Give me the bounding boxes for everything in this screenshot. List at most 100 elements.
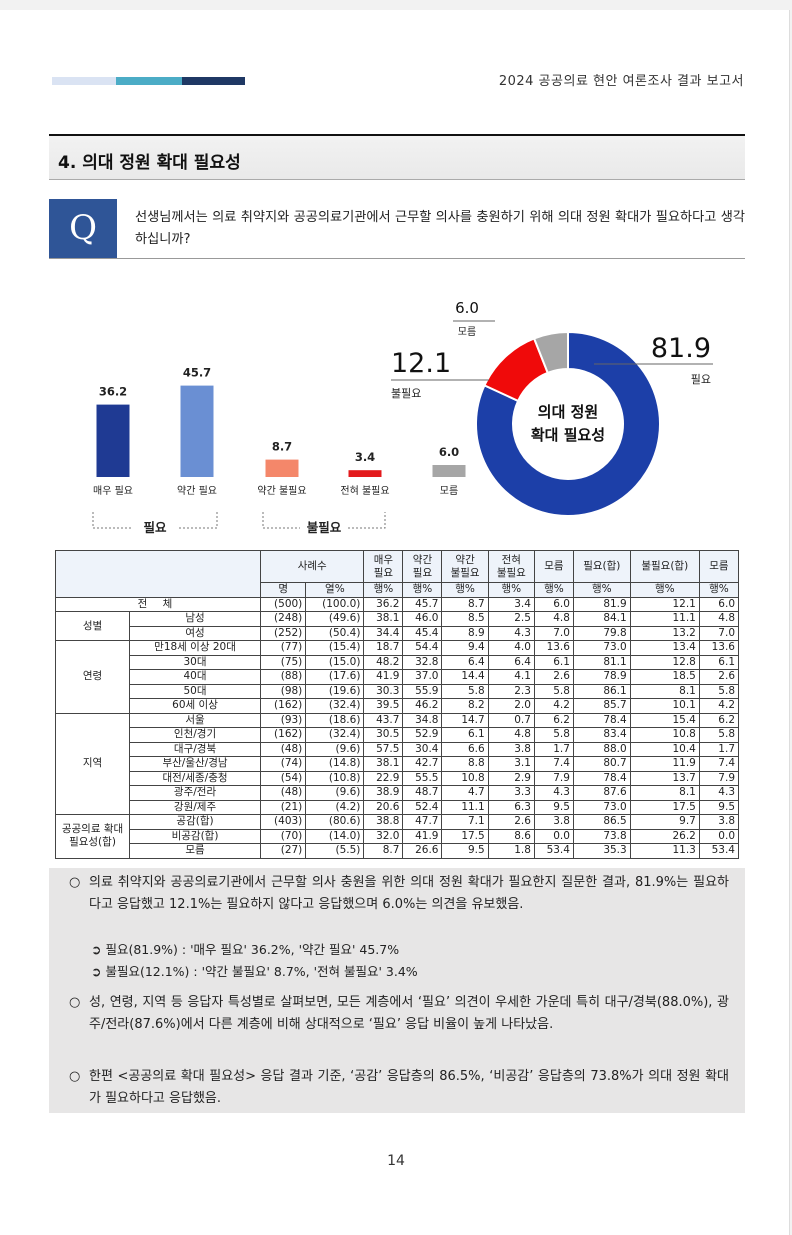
table-cell: 7.9: [533, 770, 574, 786]
table-cell: 78.4: [572, 712, 631, 728]
table-cell: 86.5: [572, 814, 631, 830]
unit-header: 행%: [363, 582, 404, 598]
table-cell: (100.0): [305, 596, 365, 612]
table-cell: 3.3: [487, 785, 535, 801]
column-header: 사례수: [260, 550, 365, 583]
table-cell: 4.7: [441, 785, 489, 801]
table-row: 강원/제주 (21) (4.2) 20.6 52.4 11.1 6.3 9.5 73.0 17.5…: [56, 799, 740, 815]
table-cell: 5.8: [698, 683, 740, 699]
row-label: 50대: [128, 683, 262, 699]
table-cell: 13.6: [698, 640, 740, 656]
table-cell: 73.8: [572, 828, 631, 844]
table-row: 부산/울산/경남 (74) (14.8) 38.1 42.7 8.8 3.1 7.4 80.7 1…: [56, 756, 740, 772]
table-cell: 88.0: [572, 741, 631, 757]
table-cell: 52.9: [402, 727, 443, 743]
table-cell: 5.8: [533, 727, 574, 743]
table-cell: 34.4: [363, 625, 404, 641]
table-cell: 46.2: [402, 698, 443, 714]
table-cell: (252): [260, 625, 307, 641]
column-header: 모름: [533, 550, 574, 583]
column-header: 전혀 불필요: [487, 550, 535, 583]
bar-2: [180, 385, 214, 477]
table-cell: 83.4: [572, 727, 631, 743]
table-cell: 7.0: [698, 625, 740, 641]
donut-slice-3: [532, 330, 569, 375]
slice-name-label: 불필요: [391, 387, 421, 400]
table-cell: (162): [260, 698, 307, 714]
column-header: 모름: [698, 550, 740, 583]
bar-1: [96, 404, 130, 477]
table-cell: 53.4: [533, 843, 574, 859]
table-cell: 46.0: [402, 611, 443, 627]
table-cell: 4.3: [487, 625, 535, 641]
table-cell: 6.4: [487, 654, 535, 670]
table-cell: 7.9: [698, 770, 740, 786]
table-cell: 15.4: [629, 712, 700, 728]
table-cell: 8.8: [441, 756, 489, 772]
table-cell: 81.9: [572, 596, 631, 612]
table-cell: 48.7: [402, 785, 443, 801]
table-cell: (50.4): [305, 625, 365, 641]
table-cell: (54): [260, 770, 307, 786]
unit-header: 열%: [305, 582, 365, 598]
table-cell: (18.6): [305, 712, 365, 728]
table-cell: 32.8: [402, 654, 443, 670]
table-cell: 0.7: [487, 712, 535, 728]
column-header: 필요(합): [572, 550, 631, 583]
column-header: 매우 필요: [363, 550, 404, 583]
table-cell: (15.4): [305, 640, 365, 656]
table-cell: 13.2: [629, 625, 700, 641]
section-heading: 4. 의대 정원 확대 필요성: [49, 134, 745, 180]
table-cell: 26.2: [629, 828, 700, 844]
question-box: Q 선생님께서는 의료 취약지와 공공의료기관에서 근무할 의사를 충원하기 위…: [49, 199, 745, 259]
table-cell: 6.1: [441, 727, 489, 743]
table-row: 연령 만18세 이상 20대 (77) (15.4) 18.7 54.4 9.4 4.0 13.…: [55, 640, 740, 714]
bar-chart: 36.2 매우 필요 45.7 약간 필요 8.7 약간 불필요 3.4 전혀 불필요 6.0 모…: [92, 366, 466, 535]
table-cell: 9.5: [441, 843, 489, 859]
note-item: ○ 의료 취약지와 공공의료기관에서 근무할 의사 충원을 위한 의대 정원 확…: [69, 872, 729, 916]
table-cell: (21): [260, 799, 307, 815]
table-cell: 4.8: [533, 611, 574, 627]
table-cell: (5.5): [305, 843, 365, 859]
table-cell: 11.9: [629, 756, 700, 772]
bar-value-label: 45.7: [183, 366, 211, 380]
row-group-label: 지역: [55, 712, 130, 815]
row-label: 40대: [128, 669, 262, 685]
row-label: 60세 이상: [128, 698, 262, 714]
table-cell: 17.5: [629, 799, 700, 815]
table-cell: 32.0: [363, 828, 404, 844]
table-cell: (48): [260, 785, 307, 801]
circle-bullet-icon: ○: [69, 995, 81, 1010]
table-row: 광주/전라 (48) (9.6) 38.9 48.7 4.7 3.3 4.3 87.6 8.1 4.…: [56, 785, 740, 801]
table-cell: 47.7: [402, 814, 443, 830]
table-cell: 2.6: [698, 669, 740, 685]
slice-name-label: 모름: [458, 326, 476, 338]
table-cell: 0.0: [533, 828, 574, 844]
table-cell: (77): [260, 640, 307, 656]
table-cell: 8.9: [441, 625, 489, 641]
donut-center-label: 의대 정원: [538, 403, 598, 421]
note-item: ○ 한편 <공공의료 확대 필요성> 응답 결과 기준, ‘공감’ 응답층의 8…: [69, 1066, 729, 1110]
row-label: 만18세 이상 20대: [128, 640, 262, 656]
table-cell: 7.4: [698, 756, 740, 772]
row-label: 강원/제주: [128, 799, 262, 815]
table-cell: 14.7: [441, 712, 489, 728]
table-cell: 4.2: [698, 698, 740, 714]
table-cell: 9.5: [698, 799, 740, 815]
row-label: 모름: [128, 843, 262, 859]
table-cell: 55.9: [402, 683, 443, 699]
bar-4: [348, 470, 382, 477]
bar-5: [432, 465, 466, 477]
table-row: 60세 이상 (162) (32.4) 39.5 46.2 8.2 2.0 4.2 85.7 10…: [56, 698, 740, 714]
bar-value-label: 8.7: [272, 440, 292, 454]
table-cell: 8.7: [363, 843, 404, 859]
arrow-bullet-icon: ➲: [91, 942, 102, 957]
table-cell: 18.7: [363, 640, 404, 656]
note-text: 의료 취약지와 공공의료기관에서 근무할 의사 충원을 위한 의대 정원 확대가…: [89, 875, 729, 912]
slice-value-label: 81.9: [651, 333, 711, 364]
table-cell: 4.0: [487, 640, 535, 656]
table-cell: 8.5: [441, 611, 489, 627]
table-cell: (93): [260, 712, 307, 728]
question-mark-icon: Q: [49, 199, 117, 258]
table-cell: 5.8: [698, 727, 740, 743]
